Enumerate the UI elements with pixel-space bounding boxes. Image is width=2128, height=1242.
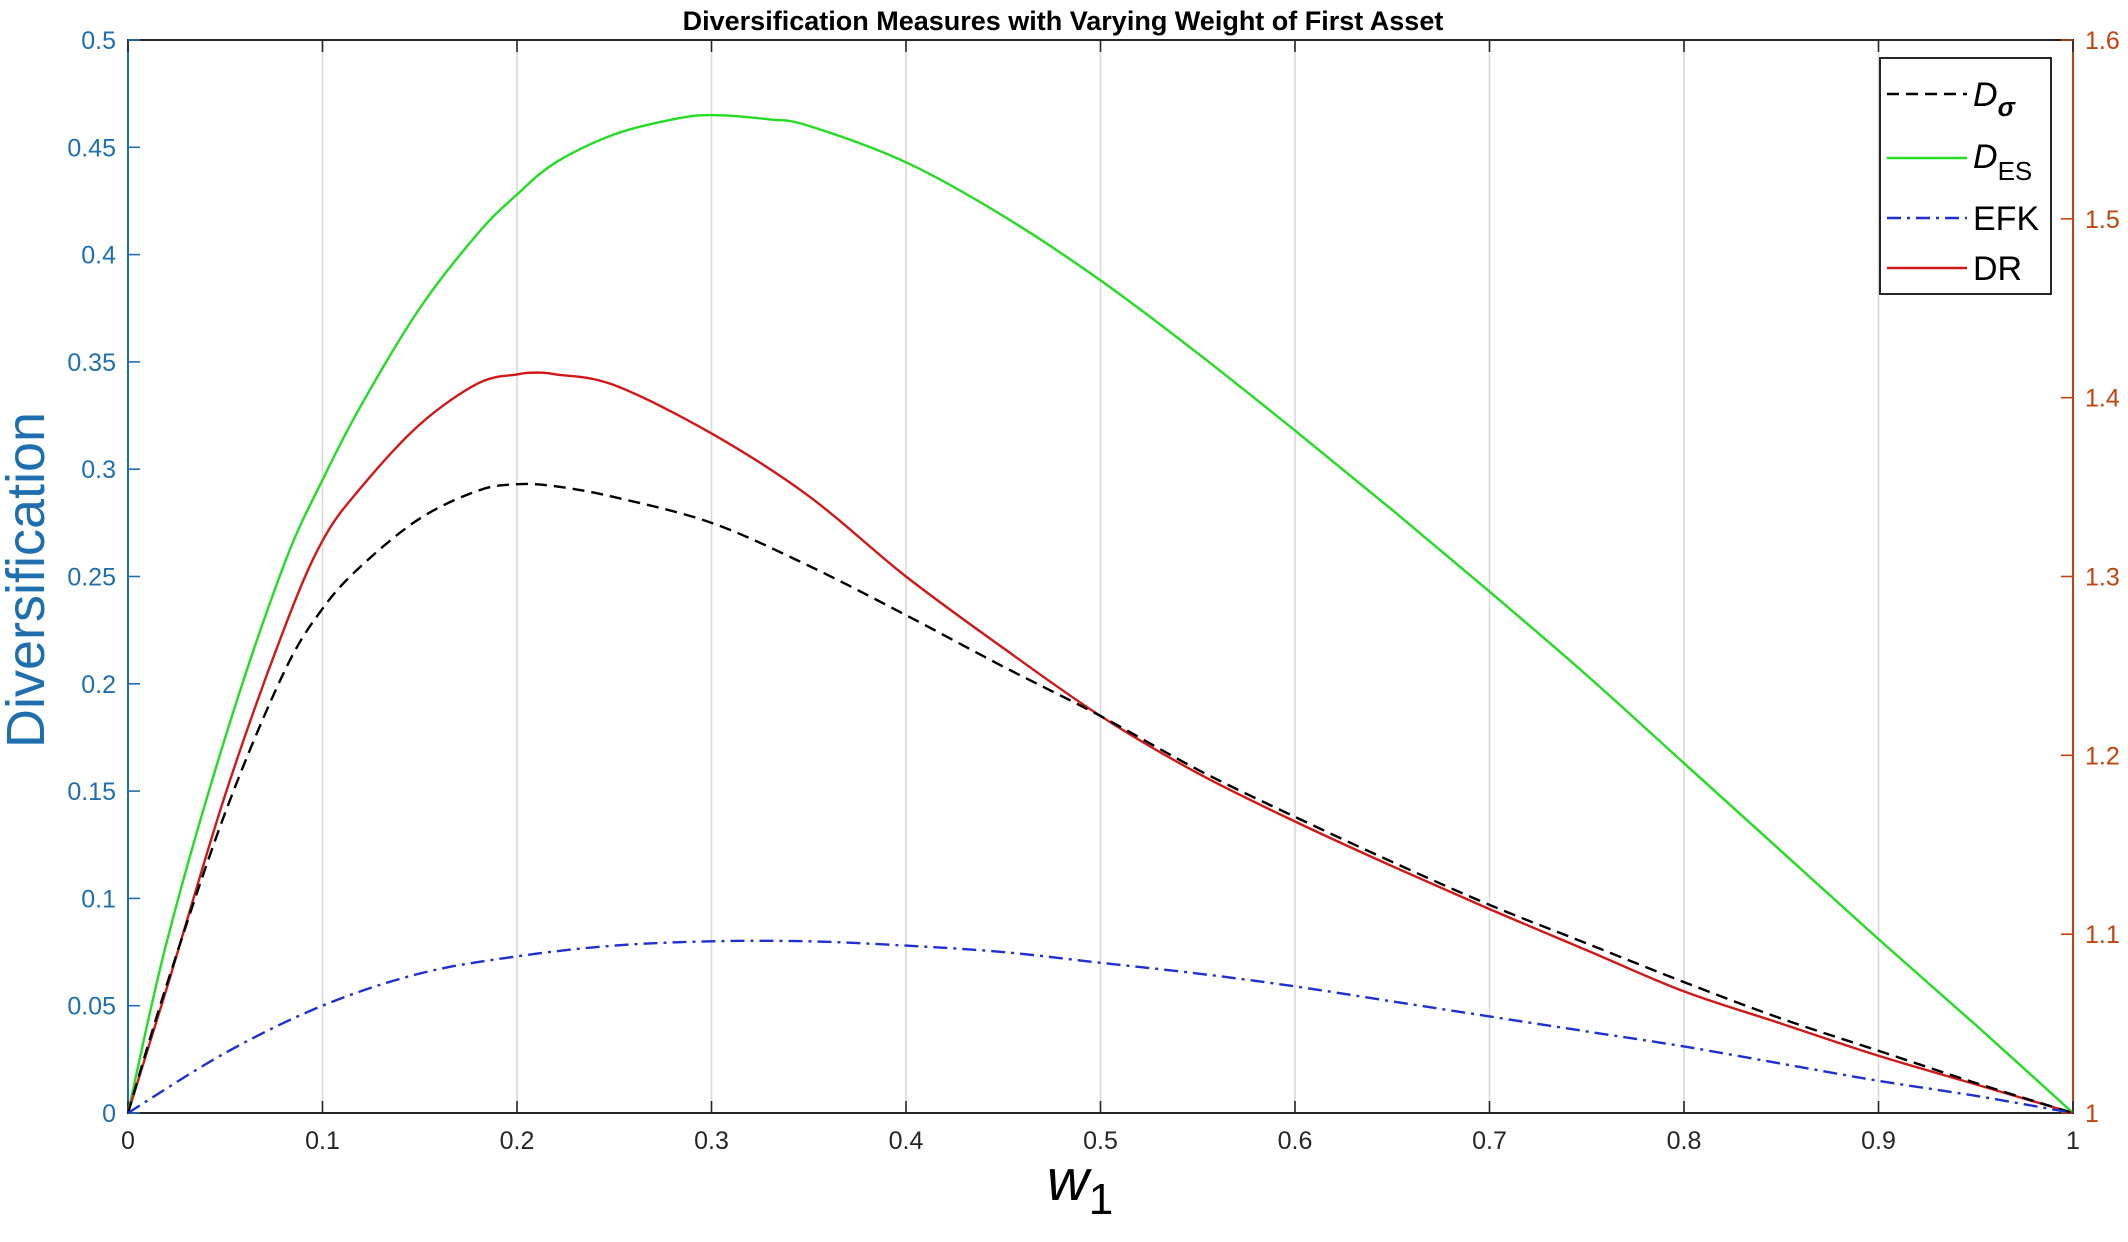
legend-box <box>1879 57 2052 295</box>
grid-layer <box>321 40 1880 1113</box>
y-tick-label: 0.15 <box>67 778 116 806</box>
y-tick-label: 0.4 <box>81 242 116 270</box>
x-tick-label: 0.1 <box>305 1127 340 1155</box>
series-line-dr <box>126 371 2074 1115</box>
legend-label-d-es: DES <box>1973 138 2032 186</box>
series-line-d- <box>126 482 2074 1115</box>
legend-label-d-sigma-base: D <box>1973 76 1998 114</box>
x-tick-label: 0.3 <box>694 1127 729 1155</box>
y2-tick-label: 1.4 <box>2085 385 2120 413</box>
y2-tick-label: 1.3 <box>2085 564 2120 592</box>
x-tick-label: 0.2 <box>500 1127 535 1155</box>
y2-tick-label: 1.1 <box>2085 921 2120 949</box>
legend-label-efk: EFK <box>1973 200 2039 238</box>
series-line-d-es <box>126 113 2074 1114</box>
y-tick-label: 0.1 <box>81 885 116 913</box>
x-tick-label: 0.6 <box>1278 1127 1313 1155</box>
x-axis-label: w1 <box>1047 1148 1113 1224</box>
legend-label-d-sigma: Dσ <box>1973 76 2017 122</box>
y-axis-label: Diversification <box>0 412 56 748</box>
y-tick-label: 0.45 <box>67 134 116 162</box>
legend-label-d-sigma-sub: σ <box>1998 92 2017 122</box>
legend-label-d-es-base: D <box>1973 138 1998 176</box>
y2-tick-label: 1 <box>2085 1100 2099 1128</box>
ticks-layer: 0 0.1 0.2 0.3 0.4 0.5 0.6 0.7 0.8 0.9 1 0 0.05 0.1 0.1… <box>67 27 2120 1155</box>
x-tick-label: 0 <box>121 1127 135 1155</box>
y2-tick-label: 1.2 <box>2085 742 2120 770</box>
x-tick-label: 0.5 <box>1083 1127 1118 1155</box>
x-tick-label: 0.8 <box>1667 1127 1702 1155</box>
y2-tick-label: 1.6 <box>2085 27 2120 55</box>
y-tick-label: 0.3 <box>81 456 116 484</box>
legend-label-d-es-sub: ES <box>1998 156 2033 186</box>
y2-tick-label: 1.5 <box>2085 206 2120 234</box>
x-tick-label: 0.4 <box>889 1127 924 1155</box>
y-tick-label: 0 <box>102 1100 116 1128</box>
y-tick-label: 0.2 <box>81 671 116 699</box>
x-tick-label: 0.9 <box>1861 1127 1896 1155</box>
y-tick-label: 0.05 <box>67 993 116 1021</box>
y-tick-label: 0.25 <box>67 564 116 592</box>
x-axis-label-base: w <box>1047 1148 1092 1213</box>
x-tick-label: 1 <box>2066 1127 2080 1155</box>
y-tick-label: 0.5 <box>81 27 116 55</box>
y-tick-label: 0.35 <box>67 349 116 377</box>
legend-label-dr: DR <box>1973 250 2022 288</box>
chart-title: Diversification Measures with Varying We… <box>683 6 1444 36</box>
x-tick-label: 0.7 <box>1472 1127 1507 1155</box>
legend: Dσ DES EFK DR <box>1879 57 2052 295</box>
x-axis-label-sub: 1 <box>1089 1175 1113 1224</box>
series-line-efk <box>127 939 2074 1115</box>
series-layer <box>126 113 2074 1115</box>
